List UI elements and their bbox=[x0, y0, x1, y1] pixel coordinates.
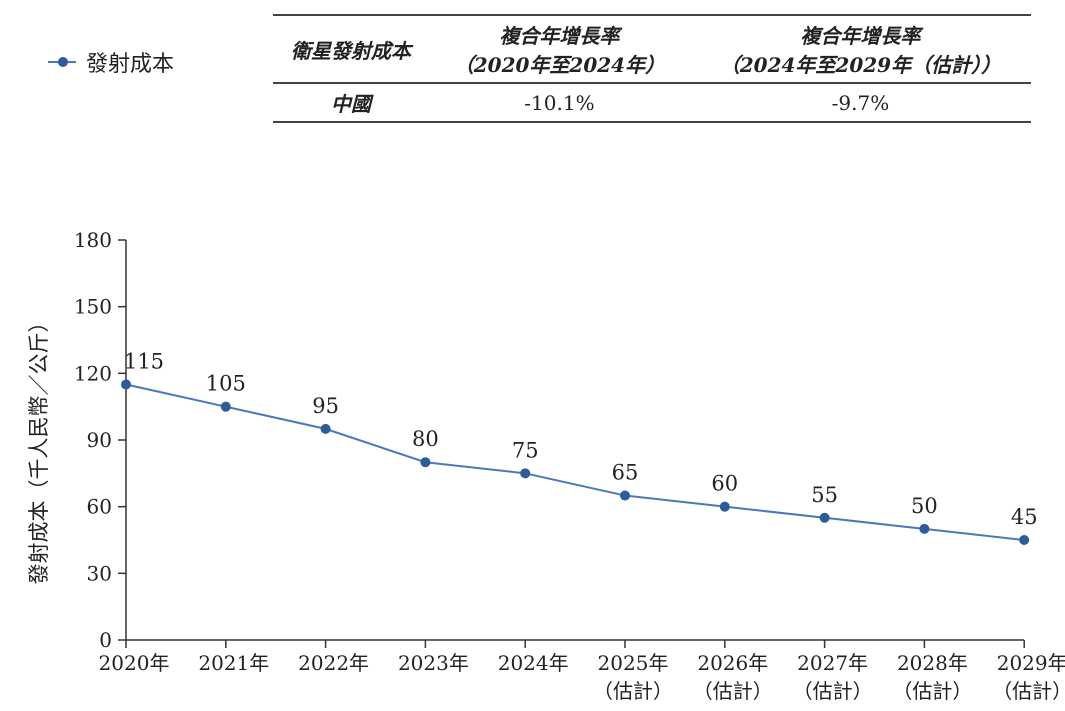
cagr-region: 中國 bbox=[331, 92, 372, 116]
data-point bbox=[121, 379, 131, 390]
legend-line-marker-icon bbox=[48, 57, 76, 67]
cagr-value-2024-2029: -9.7% bbox=[831, 90, 890, 115]
x-tick-label-line: （估計） bbox=[992, 679, 1065, 703]
x-tick-label-line: （估計） bbox=[693, 679, 773, 703]
x-tick-label-line: （估計） bbox=[892, 679, 972, 703]
data-point bbox=[220, 401, 231, 412]
data-point bbox=[620, 490, 630, 501]
legend-label: 發射成本 bbox=[86, 52, 175, 77]
data-point bbox=[719, 501, 730, 512]
y-tick-label: 90 bbox=[87, 428, 112, 452]
x-tick-label: 2022年 bbox=[298, 651, 369, 675]
x-tick-label: 2028年 （估計） bbox=[892, 651, 972, 703]
cagr-header-2024-2029-line1: 複合年增長率 bbox=[800, 24, 921, 48]
data-point bbox=[420, 457, 431, 468]
cagr-table-header-row: 衛星發射成本 複合年增長率 （2020年至2024年） 複合年增長率 （2024… bbox=[273, 15, 1031, 83]
data-label: 55 bbox=[811, 483, 838, 507]
data-point bbox=[819, 512, 830, 523]
chart-series: 115 105 95 80 75 65 60 55 50 45 bbox=[121, 349, 1038, 545]
y-tick-label: 60 bbox=[87, 495, 112, 519]
legend: 發射成本 bbox=[48, 48, 175, 77]
data-point bbox=[320, 423, 331, 434]
y-tick-label: 120 bbox=[74, 361, 112, 385]
table-row: 中國 -10.1% -9.7% bbox=[273, 83, 1031, 122]
x-tick-label: 2025年 （估計） bbox=[593, 651, 673, 703]
cagr-header-2020-2024: 複合年增長率 （2020年至2024年） bbox=[429, 15, 690, 83]
y-axis-label: 發射成本（千人民幣／公斤） bbox=[27, 312, 51, 585]
x-tick-label: 2021年 bbox=[198, 651, 269, 675]
data-point bbox=[919, 523, 930, 534]
data-label: 75 bbox=[512, 438, 539, 462]
cagr-table: 衛星發射成本 複合年增長率 （2020年至2024年） 複合年增長率 （2024… bbox=[273, 14, 1031, 123]
cagr-value-2020-2024: -10.1% bbox=[524, 90, 595, 115]
cagr-header-2020-2024-line1: 複合年增長率 bbox=[499, 24, 620, 48]
x-tick-label: 2020年 bbox=[99, 651, 170, 675]
cagr-header-2024-2029: 複合年增長率 （2024年至2029年（估計）） bbox=[690, 15, 1031, 83]
x-tick-label-line: 2028年 bbox=[897, 651, 968, 675]
x-tick-label-line: 2025年 bbox=[598, 651, 669, 675]
y-tick-label: 150 bbox=[74, 295, 112, 319]
x-tick-label: 2023年 bbox=[398, 651, 469, 675]
data-point bbox=[520, 468, 531, 479]
data-label: 65 bbox=[612, 461, 639, 485]
data-label: 105 bbox=[206, 372, 246, 396]
data-label: 50 bbox=[911, 494, 938, 518]
x-tick-label-line: 2022年 bbox=[298, 651, 369, 675]
data-label: 60 bbox=[711, 472, 738, 496]
x-tick-label-line: 2024年 bbox=[498, 651, 569, 675]
x-tick-label-line: 2026年 bbox=[697, 651, 768, 675]
x-tick-label: 2024年 bbox=[498, 651, 569, 675]
cagr-header-2024-2029-line2: （2024年至2029年（估計）） bbox=[719, 53, 1002, 77]
series-line bbox=[125, 383, 1025, 541]
x-tick-label-line: 2029年 bbox=[997, 651, 1065, 675]
x-tick-label-line: 2023年 bbox=[398, 651, 469, 675]
cagr-header-2020-2024-line2: （2020年至2024年） bbox=[453, 53, 666, 77]
x-tick-label-line: 2020年 bbox=[99, 651, 170, 675]
data-label: 95 bbox=[312, 394, 339, 418]
x-tick-label-line: （估計） bbox=[593, 679, 673, 703]
y-tick-label: 30 bbox=[87, 561, 112, 585]
x-tick-label: 2027年 （估計） bbox=[793, 651, 873, 703]
x-tick-label-line: 2021年 bbox=[198, 651, 269, 675]
x-tick-label-line: 2027年 bbox=[797, 651, 868, 675]
y-tick-label: 0 bbox=[99, 628, 112, 652]
x-tick-label: 2029年 （估計） bbox=[992, 651, 1065, 703]
data-label: 45 bbox=[1011, 505, 1038, 529]
chart-axes: 0 30 60 90 120 150 180 2020年 2021年 2022年 2023年 2024… bbox=[74, 228, 1065, 703]
data-label: 80 bbox=[412, 427, 439, 451]
x-tick-label: 2026年 （估計） bbox=[693, 651, 773, 703]
data-label: 115 bbox=[124, 349, 164, 373]
y-tick-label: 180 bbox=[74, 228, 112, 252]
data-point bbox=[1019, 535, 1030, 545]
x-tick-label-line: （估計） bbox=[793, 679, 873, 703]
cagr-header-segment: 衛星發射成本 bbox=[291, 38, 412, 63]
